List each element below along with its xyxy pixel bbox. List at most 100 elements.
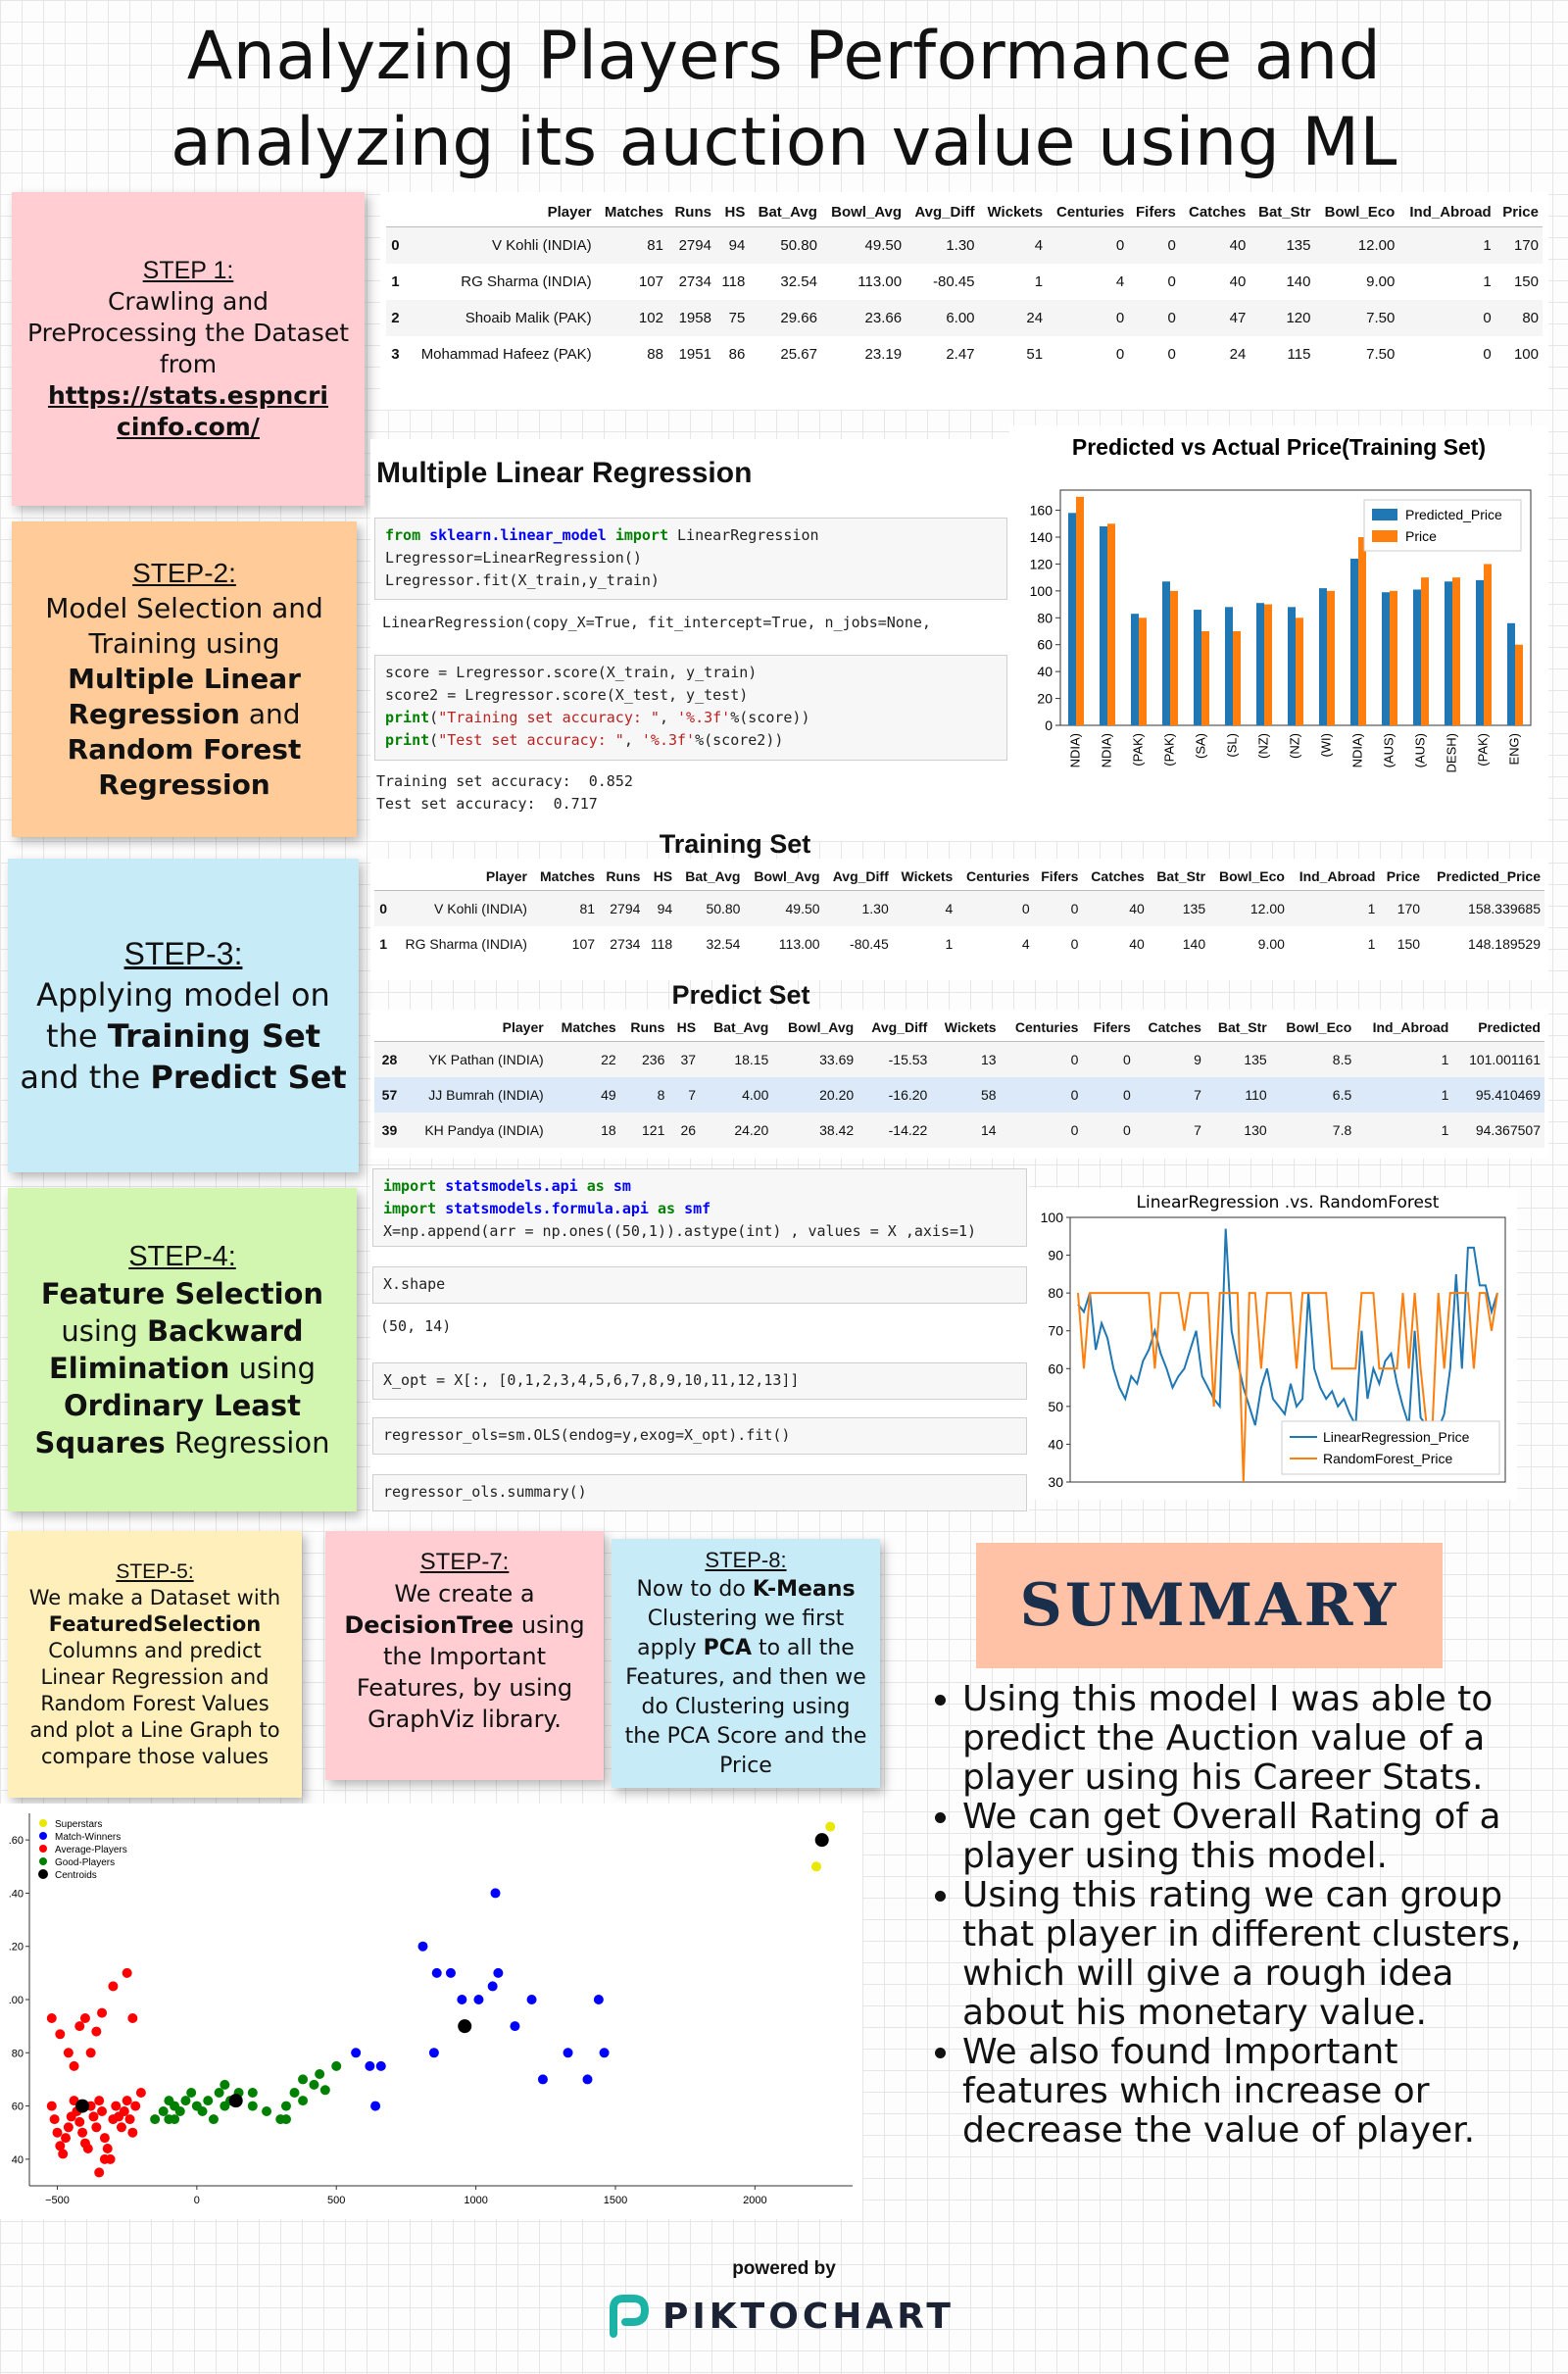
- table-header: Avg_Diff: [823, 863, 893, 891]
- code-string: '%.3f': [677, 709, 731, 726]
- table-cell: 38.42: [819, 1122, 855, 1138]
- table-cell: 13: [981, 1052, 997, 1067]
- y-tick-label: .20: [9, 1942, 24, 1954]
- y-tick-label: 100: [1030, 583, 1054, 599]
- step-5-heading: STEP-5:: [116, 1560, 194, 1583]
- ols-code-cell-5[interactable]: regressor_ols.summary(): [372, 1474, 1027, 1511]
- scatter-chart-panel: −500 0 500 1000 1500 2000 40 60 80 .00 .20 .40 .60 Su…: [0, 1804, 862, 2219]
- table-cell: 4: [1021, 936, 1030, 952]
- step-1-link[interactable]: https://stats.espncricinfo.com/: [47, 381, 328, 441]
- point-Average-Players: [119, 2106, 129, 2116]
- step-3-text-b: Training Set: [107, 1017, 320, 1055]
- table-cell: 4: [1115, 273, 1125, 290]
- point-Average-Players: [127, 2013, 138, 2023]
- point-Average-Players: [91, 2026, 102, 2037]
- dataset-table-panel: Player Matches Runs HS Bat_Avg Bowl_Avg Avg_Di…: [380, 192, 1548, 410]
- y-tick-label: 40: [1048, 1436, 1063, 1452]
- y-tick-label: .40: [9, 1888, 24, 1900]
- point-Good-Players: [158, 2106, 169, 2116]
- table-header: Bowl_Avg: [772, 1014, 858, 1042]
- y-tick-label: 80: [1048, 1285, 1063, 1301]
- mlr-panel: Multiple Linear Regression: [370, 439, 1009, 841]
- bar-Predicted_Price: [1100, 526, 1107, 725]
- point-Average-Players: [52, 2127, 63, 2138]
- table-cell: 110: [1245, 1087, 1267, 1103]
- table-header: Wickets: [978, 198, 1048, 227]
- bar-Price: [1327, 590, 1335, 725]
- table-cell: 118: [650, 936, 673, 952]
- table-cell: 1: [1441, 1052, 1449, 1067]
- legend-label: Match-Winners: [55, 1832, 121, 1843]
- point-Match-Winners: [537, 2074, 548, 2085]
- table-cell: -80.45: [850, 936, 889, 952]
- y-tick-label: 70: [1048, 1323, 1063, 1339]
- table-cell: Mohammad Hafeez (PAK): [420, 346, 592, 363]
- step-3-heading: STEP-3:: [123, 936, 243, 971]
- code-string: '%.3f': [641, 731, 696, 749]
- point-Good-Players: [203, 2096, 214, 2106]
- point-Average-Players: [108, 1981, 119, 1992]
- line-LinearRegression_Price: [1077, 1228, 1498, 1439]
- table-cell: 4.00: [742, 1087, 769, 1103]
- point-Average-Players: [74, 2021, 85, 2032]
- point-Good-Players: [298, 2096, 309, 2106]
- table-header: Centuries: [956, 863, 1034, 891]
- table-cell: 107: [638, 273, 663, 290]
- legend-swatch: [39, 1845, 47, 1853]
- bar-Price: [1452, 577, 1460, 725]
- table-cell: 12.00: [1250, 901, 1285, 916]
- x-tick-label: −500: [45, 2195, 70, 2206]
- ols-code-cell-1[interactable]: import statsmodels.api as sm import stat…: [372, 1168, 1027, 1247]
- point-Average-Players: [82, 2144, 93, 2153]
- x-tick-label: (WI): [1318, 733, 1333, 758]
- point-Average-Players: [79, 2013, 90, 2023]
- table-header: Runs: [619, 1014, 669, 1042]
- table-cell: 150: [1513, 273, 1539, 290]
- chart-title: Predicted vs Actual Price(Training Set): [1072, 434, 1486, 460]
- x-tick-label: 2000: [743, 2195, 766, 2206]
- table-cell: 8.5: [1332, 1052, 1352, 1067]
- legend-swatch: [39, 1819, 47, 1827]
- table-cell: 100: [1513, 346, 1539, 363]
- point-Match-Winners: [370, 2101, 381, 2111]
- table-header: Bowl_Avg: [820, 198, 906, 227]
- table-row: 57 JJ Bumrah (INDIA) 49 8 7 4.00 20.20 -16.20 58…: [374, 1077, 1544, 1113]
- table-cell: 135: [1244, 1052, 1267, 1067]
- ols-code-cell-3[interactable]: X_opt = X[:, [0,1,2,3,4,5,6,7,8,9,10,11,…: [372, 1362, 1027, 1400]
- point-Average-Players: [99, 2153, 110, 2164]
- y-tick-label: 60: [12, 2102, 24, 2113]
- table-cell: 0: [1021, 901, 1030, 916]
- y-tick-label: 100: [1041, 1210, 1064, 1225]
- predict-set-panel: Player Matches Runs HS Bat_Avg Bowl_Avg Avg_Di…: [370, 1010, 1548, 1159]
- y-tick-label: 60: [1037, 637, 1053, 653]
- table-cell: RG Sharma (INDIA): [461, 273, 592, 290]
- bar-chart: Predicted vs Actual Price(Training Set) 0…: [1030, 434, 1532, 772]
- table-cell: -16.20: [888, 1087, 928, 1103]
- row-index: 3: [391, 346, 400, 363]
- table-cell: 29.66: [780, 310, 817, 326]
- point-Good-Players: [280, 2114, 291, 2125]
- bar-Price: [1296, 618, 1303, 725]
- point-Average-Players: [55, 2029, 66, 2040]
- point-Good-Players: [180, 2096, 191, 2106]
- table-cell: 40: [1129, 936, 1145, 952]
- point-Good-Players: [247, 2088, 258, 2098]
- table-cell: 40: [1229, 237, 1247, 254]
- table-cell: 49.50: [785, 901, 820, 916]
- mlr-code-cell-2[interactable]: score = Lregressor.score(X_train, y_trai…: [374, 655, 1007, 761]
- ols-code-cell-2[interactable]: X.shape: [372, 1266, 1027, 1304]
- point-Match-Winners: [593, 1995, 604, 2004]
- code-text: LinearRegression: [677, 526, 819, 544]
- bar-Predicted_Price: [1068, 513, 1076, 725]
- mlr-code-cell-1[interactable]: from sklearn.linear_model import LinearR…: [374, 518, 1007, 600]
- table-cell: 121: [642, 1122, 665, 1138]
- point-Good-Players: [220, 2079, 230, 2090]
- row-index: 0: [391, 237, 400, 254]
- test-accuracy: Test set accuracy: 0.717: [376, 795, 598, 813]
- x-tick-label: (PAK): [1130, 733, 1145, 767]
- point-Good-Players: [214, 2088, 224, 2098]
- ols-code-cell-4[interactable]: regressor_ols=sm.OLS(endog=y,exog=X_opt)…: [372, 1417, 1027, 1455]
- point-Average-Players: [69, 2060, 79, 2071]
- table-cell: 113.00: [778, 936, 820, 952]
- bar-Price: [1107, 523, 1115, 725]
